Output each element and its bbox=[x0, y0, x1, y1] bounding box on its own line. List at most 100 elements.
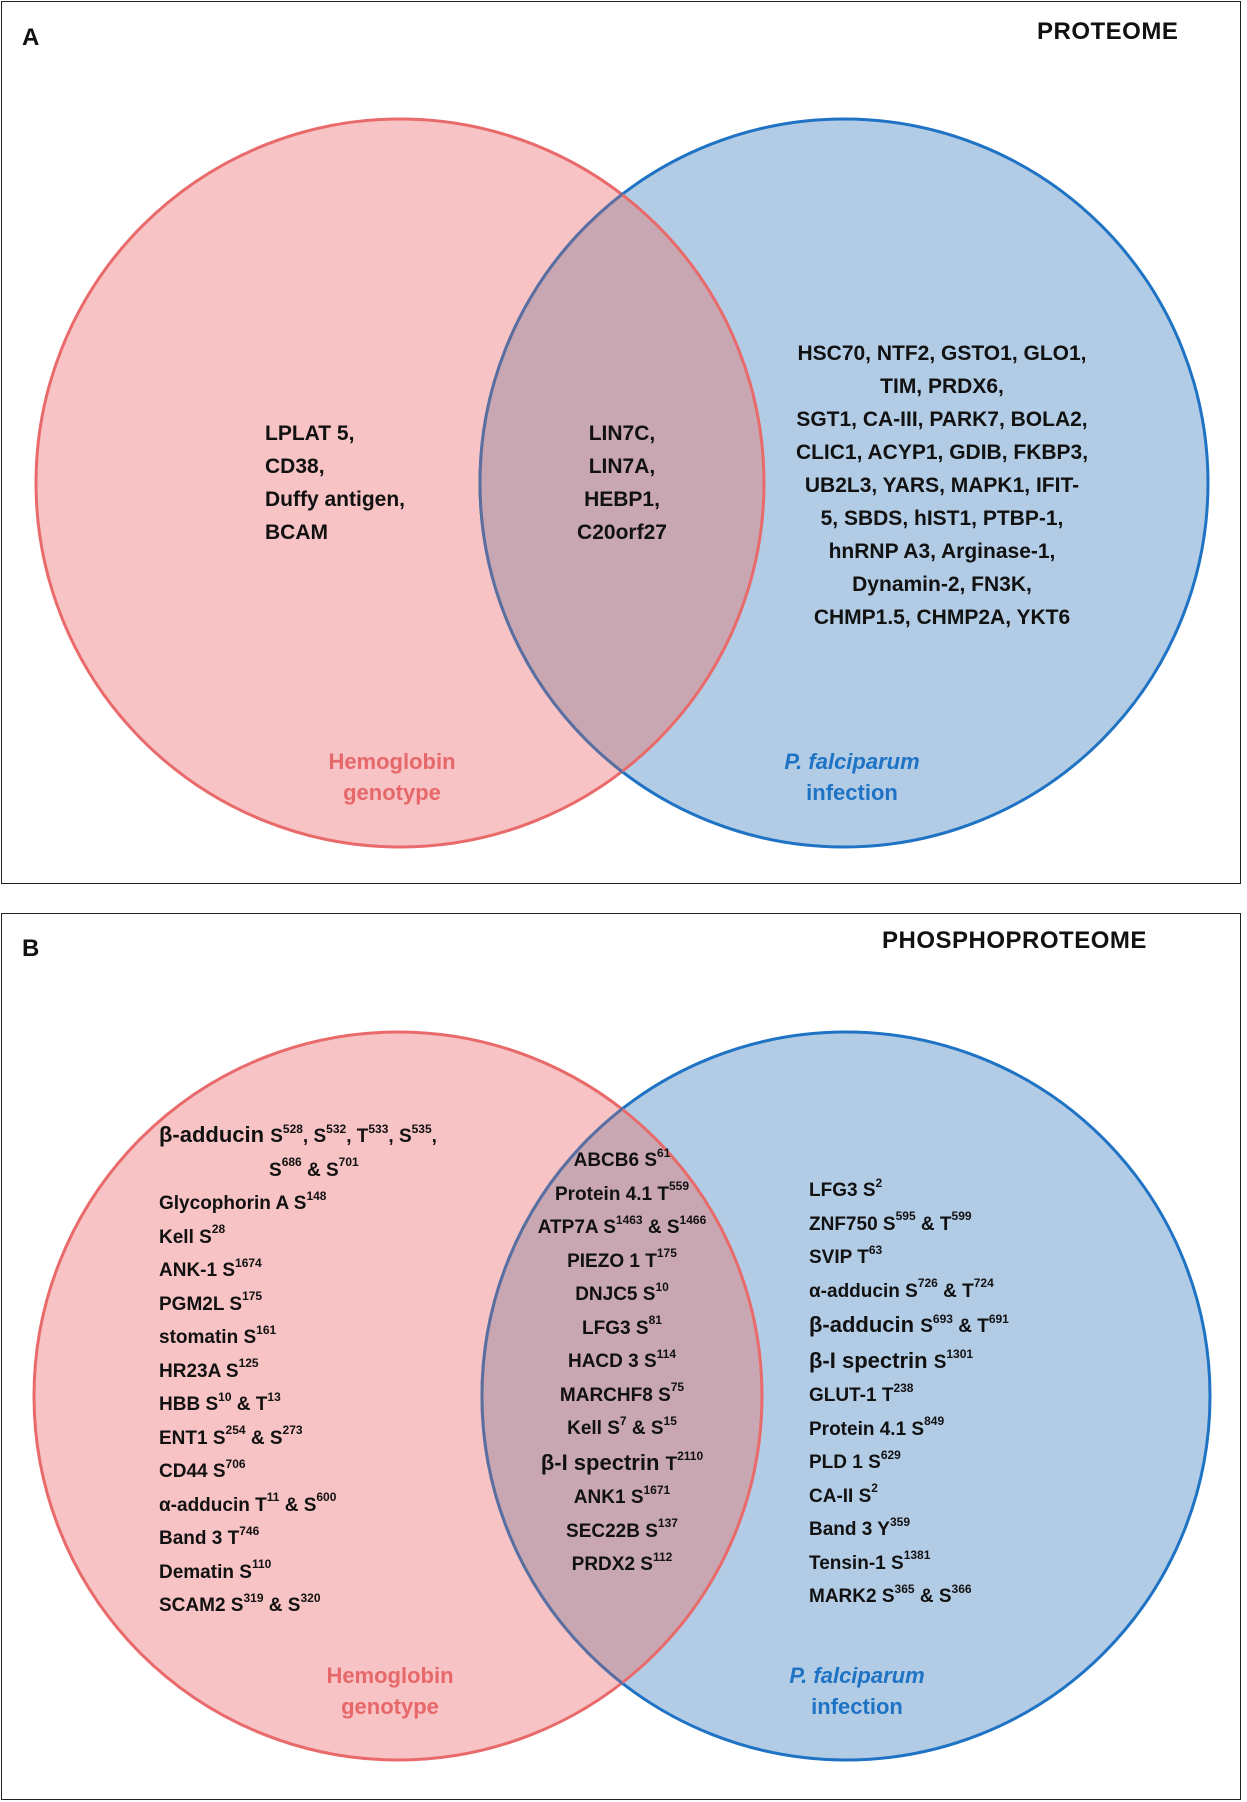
list-item: stomatin S161 bbox=[159, 1321, 437, 1355]
list-item: DNJC5 S10 bbox=[507, 1278, 737, 1312]
site-residue: S bbox=[239, 1561, 252, 1583]
site-residue: T bbox=[665, 1453, 678, 1475]
site-position: 1463 bbox=[615, 1212, 643, 1227]
list-item: β-I spectrin T2110 bbox=[507, 1446, 737, 1482]
site-position: 359 bbox=[889, 1514, 910, 1529]
site-residue: S bbox=[205, 1394, 219, 1415]
venn-a-right-label: P. falciparum infection bbox=[784, 749, 920, 805]
site-residue: S bbox=[603, 1217, 616, 1238]
site-position: 1674 bbox=[235, 1255, 262, 1270]
site-residue: S bbox=[199, 1226, 212, 1248]
site-residue: & T bbox=[952, 1316, 989, 1337]
site-residue: S bbox=[658, 1384, 671, 1406]
site-position: 693 bbox=[932, 1311, 953, 1326]
list-item: BCAM bbox=[265, 521, 328, 544]
site-residue: T bbox=[645, 1250, 657, 1272]
site-residue: S bbox=[882, 1213, 896, 1235]
site-residue: & S bbox=[263, 1595, 301, 1616]
list-item: C20orf27 bbox=[577, 521, 667, 544]
list-item: Kell S28 bbox=[159, 1221, 437, 1255]
protein-name: Tensin-1 bbox=[809, 1552, 891, 1574]
list-item: LPLAT 5, bbox=[265, 422, 355, 445]
site-residue: S bbox=[858, 1485, 872, 1507]
list-item: GLUT-1 T238 bbox=[809, 1379, 1009, 1413]
protein-name: HR23A bbox=[159, 1360, 226, 1382]
site-position: 599 bbox=[951, 1209, 972, 1224]
list-item: β-adducin S693 & T691 bbox=[809, 1308, 1009, 1344]
panel-b-title: PHOSPHOPROTEOME bbox=[882, 927, 1147, 954]
site-residue: T bbox=[857, 1247, 869, 1268]
site-residue: , bbox=[431, 1126, 437, 1147]
venn-b-overlap bbox=[482, 1032, 762, 1760]
venn-b-overlap-list: ABCB6 S61 Protein 4.1 T559 ATP7A S1463 & S… bbox=[507, 1144, 737, 1582]
protein-name: α-adducin bbox=[809, 1280, 906, 1302]
list-item: ENT1 S254 & S273 bbox=[159, 1422, 437, 1456]
site-residue: Y bbox=[877, 1519, 890, 1540]
list-item: Protein 4.1 T559 bbox=[507, 1178, 737, 1212]
site-residue: S bbox=[640, 1554, 653, 1575]
site-position: 1381 bbox=[903, 1548, 931, 1563]
panel-a-letter: A bbox=[22, 24, 40, 51]
site-position: 595 bbox=[895, 1209, 916, 1224]
venn-a-left-label: Hemoglobin genotype bbox=[328, 749, 456, 805]
protein-name: β-I spectrin bbox=[809, 1347, 934, 1373]
site-position: 254 bbox=[225, 1423, 246, 1438]
site-position: 319 bbox=[243, 1590, 264, 1605]
site-residue: S bbox=[905, 1280, 918, 1302]
venn-b-right-list: LFG3 S2 ZNF750 S595 & T599 SVIP T63 α-adduc… bbox=[809, 1174, 1009, 1614]
list-item: α-adducin S726 & T724 bbox=[809, 1275, 1009, 1309]
site-position: 629 bbox=[880, 1447, 901, 1462]
site-position: 691 bbox=[988, 1311, 1009, 1326]
panel-a: A PROTEOME LPLAT 5, CD38, Duffy antigen,… bbox=[1, 1, 1241, 884]
site-residue: & S bbox=[642, 1217, 680, 1238]
protein-name: HBB bbox=[159, 1394, 206, 1415]
list-item: SCAM2 S319 & S320 bbox=[159, 1589, 437, 1623]
protein-name: β-I spectrin bbox=[540, 1449, 666, 1475]
site-residue: S bbox=[868, 1452, 881, 1473]
site-position: 2 bbox=[875, 1175, 883, 1190]
site-position: 1671 bbox=[643, 1482, 671, 1497]
list-item: UB2L3, YARS, MAPK1, IFIT- bbox=[804, 474, 1080, 497]
site-position: 2 bbox=[871, 1481, 878, 1496]
site-residue: S bbox=[643, 1351, 657, 1372]
list-item: Duffy antigen, bbox=[265, 488, 405, 511]
protein-name: ABCB6 bbox=[573, 1150, 645, 1171]
list-item: HACD 3 S114 bbox=[507, 1345, 737, 1379]
panel-b: B PHOSPHOPROTEOME β-adducin S528, S532, … bbox=[1, 913, 1241, 1800]
list-item: TIM, PRDX6, bbox=[880, 375, 1004, 398]
venn-b-left-label: Hemoglobin genotype bbox=[326, 1663, 454, 1719]
site-position: 686 bbox=[281, 1155, 302, 1170]
protein-name: CA-II bbox=[809, 1485, 859, 1507]
site-residue: T bbox=[227, 1528, 240, 1549]
site-residue: S bbox=[270, 1126, 283, 1147]
site-residue: S bbox=[222, 1260, 236, 1281]
site-position: 746 bbox=[239, 1523, 260, 1538]
list-item: β-adducin S528, S532, T533, S535, bbox=[159, 1118, 437, 1154]
protein-name: α-adducin bbox=[159, 1494, 256, 1516]
protein-name: PGM2L bbox=[159, 1293, 230, 1315]
site-position: 706 bbox=[225, 1456, 246, 1471]
protein-name: MARCHF8 bbox=[559, 1384, 659, 1406]
site-residue: S bbox=[269, 1159, 282, 1181]
list-item: HSC70, NTF2, GSTO1, GLO1, bbox=[797, 342, 1087, 365]
site-residue: S bbox=[645, 1520, 658, 1542]
site-position: 81 bbox=[648, 1313, 662, 1328]
protein-name: ENT1 bbox=[159, 1427, 213, 1449]
site-residue: S bbox=[243, 1327, 257, 1348]
site-position: 137 bbox=[657, 1516, 678, 1531]
site-residue: & S bbox=[626, 1418, 664, 1439]
site-residue: T bbox=[881, 1385, 894, 1406]
list-item: Dynamin-2, FN3K, bbox=[852, 573, 1032, 596]
list-item: SEC22B S137 bbox=[507, 1515, 737, 1549]
site-position: 600 bbox=[316, 1490, 337, 1505]
list-item: Tensin-1 S1381 bbox=[809, 1547, 1009, 1581]
site-position: 10 bbox=[655, 1279, 669, 1294]
site-position: 701 bbox=[338, 1155, 359, 1170]
list-item: PIEZO 1 T175 bbox=[507, 1245, 737, 1279]
site-position: 11 bbox=[266, 1490, 280, 1505]
site-position: 161 bbox=[256, 1322, 277, 1337]
protein-name: Protein 4.1 bbox=[809, 1418, 912, 1440]
site-residue: S bbox=[911, 1418, 925, 1440]
protein-name: PIEZO 1 bbox=[567, 1250, 646, 1272]
site-residue: , T bbox=[346, 1126, 369, 1147]
